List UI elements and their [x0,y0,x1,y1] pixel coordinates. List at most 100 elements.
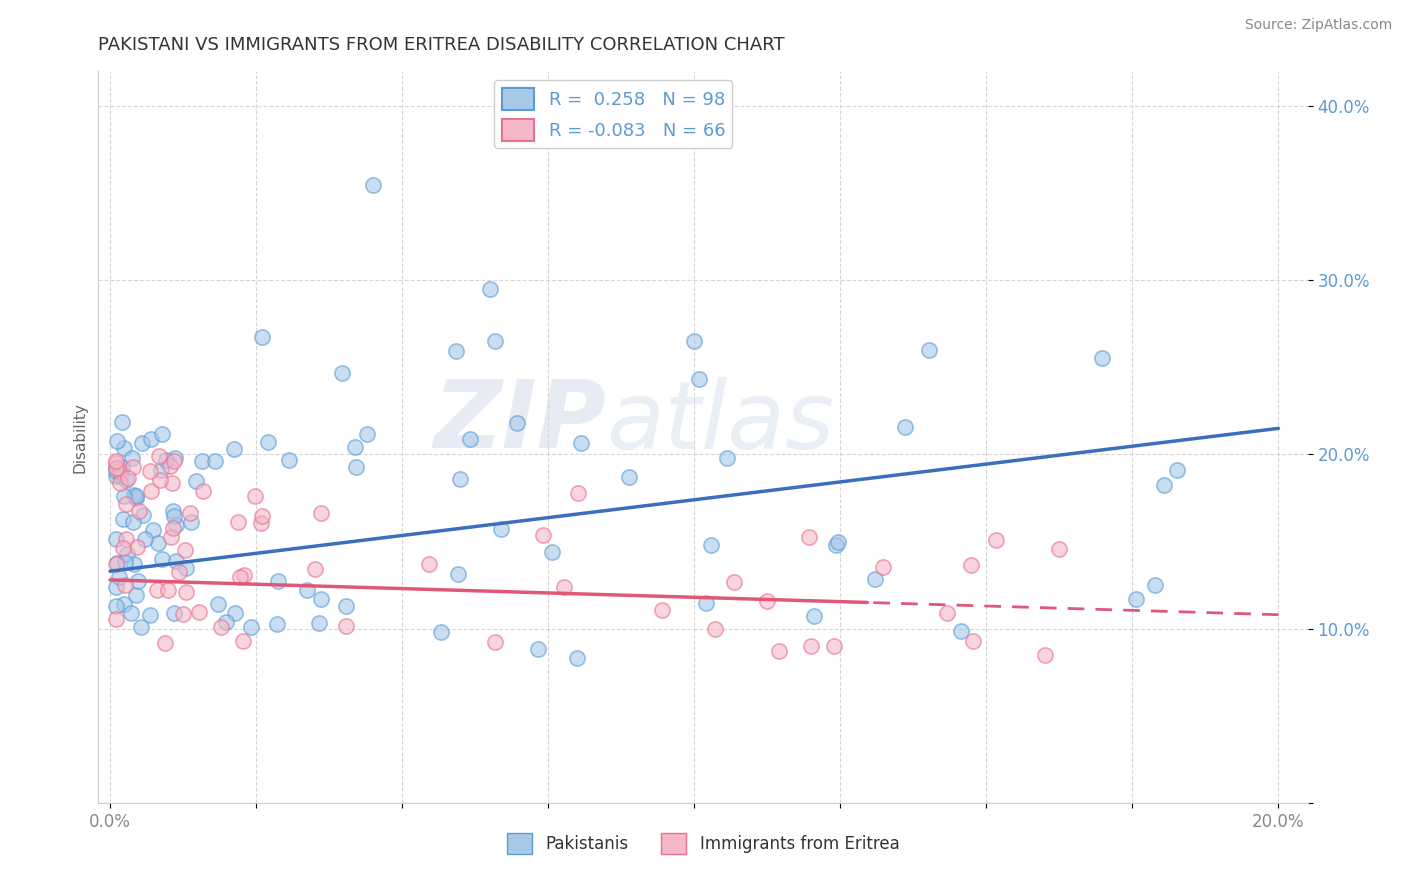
Point [683,334,706,349]
Point [111,460,134,475]
Point [105,434,128,449]
Point [124,489,146,503]
Point [114,578,136,592]
Point [139,608,162,623]
Point [174,585,197,599]
Point [115,533,138,547]
Point [180,516,202,530]
Point [115,547,138,561]
Point [160,530,183,544]
Point [304,562,326,576]
Point [157,582,180,597]
Point [484,634,506,648]
Point [893,420,915,434]
Point [825,538,848,552]
Point [335,599,357,613]
Point [172,607,194,621]
Point [309,506,332,520]
Point [150,427,173,442]
Point [167,566,190,580]
Point [110,475,132,490]
Point [114,555,136,569]
Point [163,508,186,523]
Point [449,472,471,486]
Point [110,464,132,478]
Point [127,574,149,588]
Point [252,330,274,344]
Point [186,474,208,488]
Point [430,625,453,640]
Point [163,606,186,620]
Point [124,491,146,506]
Point [797,530,820,544]
Point [191,483,214,498]
Point [111,416,134,430]
Point [343,440,366,454]
Point [165,518,187,533]
Point [344,460,367,475]
Point [1033,648,1056,662]
Point [134,533,156,547]
Point [277,453,299,467]
Point [146,536,169,550]
Point [447,566,470,581]
Point [756,594,779,608]
Point [125,588,148,602]
Point [162,504,184,518]
Point [145,582,167,597]
Point [458,432,481,446]
Point [104,469,127,483]
Point [418,557,440,571]
Point [165,554,187,568]
Point [120,606,142,620]
Point [245,488,267,502]
Point [179,506,201,520]
Point [104,464,127,478]
Point [112,442,135,456]
Point [309,592,332,607]
Point [229,570,252,584]
Point [1091,351,1114,365]
Point [104,580,127,594]
Point [122,515,145,529]
Point [949,624,972,638]
Point [567,650,589,665]
Point [823,639,845,653]
Point [174,561,197,575]
Point [918,343,941,357]
Point [768,643,790,657]
Point [104,599,127,613]
Y-axis label: Disability: Disability [72,401,87,473]
Point [872,559,894,574]
Point [695,596,717,610]
Point [104,460,127,475]
Point [128,504,150,518]
Point [155,452,177,467]
Point [163,451,186,466]
Point [484,334,506,349]
Point [112,512,135,526]
Point [131,436,153,450]
Point [716,450,738,465]
Point [111,541,134,555]
Point [984,533,1007,547]
Point [174,543,197,558]
Point [104,456,127,470]
Point [935,607,957,621]
Point [267,574,290,588]
Point [1166,463,1188,477]
Point [149,473,172,487]
Point [148,450,170,464]
Point [224,606,246,620]
Point [115,497,138,511]
Point [1143,577,1166,591]
Point [139,432,162,446]
Text: PAKISTANI VS IMMIGRANTS FROM ERITREA DISABILITY CORRELATION CHART: PAKISTANI VS IMMIGRANTS FROM ERITREA DIS… [98,36,785,54]
Point [105,557,128,571]
Point [104,533,127,547]
Point [222,442,245,456]
Point [651,603,673,617]
Point [114,473,136,487]
Point [704,622,727,636]
Point [129,620,152,634]
